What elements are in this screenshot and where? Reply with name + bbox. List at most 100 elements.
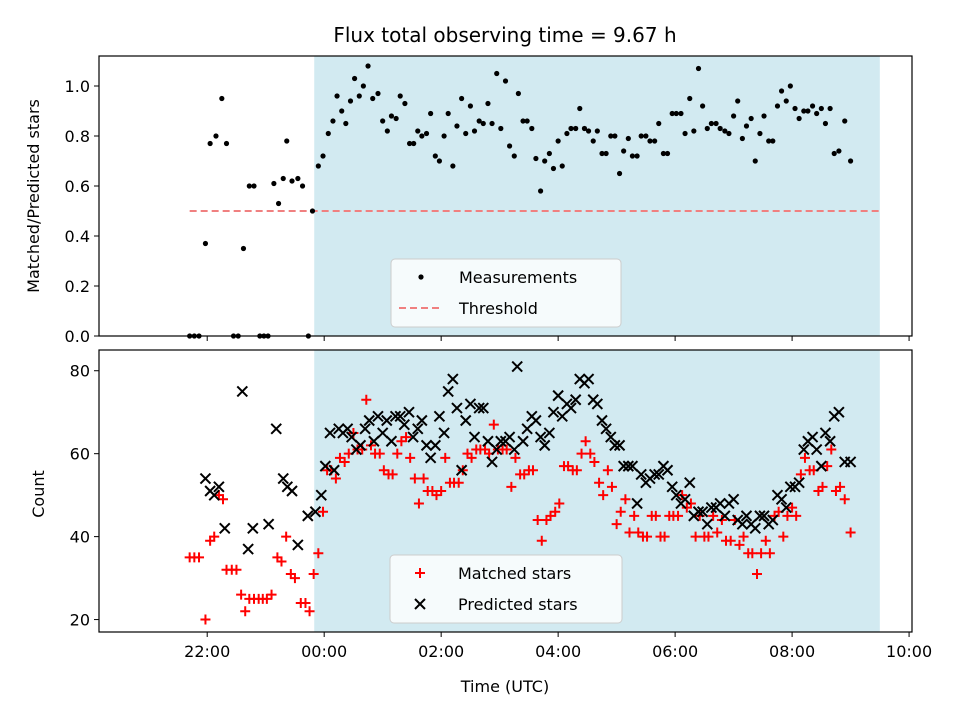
measurement-point [537,188,544,194]
y-tick-label: 0.0 [65,327,90,346]
matched-star-point [506,481,517,492]
predicted-star-point [705,501,718,514]
predicted-star-point [617,460,630,472]
measurement-point [801,108,807,114]
matched-star-point [594,477,605,488]
predicted-star-point [442,385,454,398]
measurement-point [717,125,723,132]
measurement-point [295,175,301,182]
matched-star-point [209,531,220,542]
predicted-star-point [622,460,635,472]
predicted-star-point [775,493,788,506]
measurement-point [700,103,706,109]
predicted-star-point [749,522,761,535]
measurement-point [836,148,842,154]
matched-star-point [313,548,324,559]
matched-star-point [527,465,538,476]
measurement-point [467,103,474,109]
measurement-point [415,128,421,134]
predicted-star-point [661,464,674,476]
y-tick-label: 0.6 [65,177,90,196]
measurement-point [511,153,517,159]
predicted-star-point [819,427,832,439]
matched-star-point [835,481,846,492]
matched-star-point [304,606,315,617]
matched-star-point [725,535,736,546]
measurement-point [608,133,614,139]
measurement-point [827,105,833,112]
y-tick-label: 0.4 [65,227,90,246]
predicted-star-point [767,514,779,526]
measurement-point [643,133,649,139]
measurement-point [463,130,469,137]
predicted-star-point [451,402,463,414]
matched-star-point [436,486,447,496]
predicted-star-point [824,435,836,447]
measurement-point [647,138,653,144]
legend: Matched stars Predicted stars [389,554,623,624]
matched-star-point [571,465,582,476]
measurement-point [599,150,605,157]
predicted-star-point [363,414,375,427]
measurement-point [713,120,719,127]
measurement-point [573,125,579,132]
measurement-point [411,140,417,147]
matched-star-point [673,510,684,521]
predicted-star-point [714,497,726,510]
legend-label: Measurements [459,268,577,287]
matched-star-point [510,452,521,463]
measurement-point [787,83,793,89]
measurement-point [581,125,588,132]
matched-star-point [289,573,300,584]
predicted-star-point [208,489,220,501]
measurement-point [515,90,521,97]
predicted-star-point [810,443,823,456]
predicted-star-point [420,439,433,452]
predicted-star-point [653,468,665,481]
matched-star-point [488,419,499,430]
x-tick-label: 04:00 [535,642,581,661]
measurement-point [638,133,644,139]
measurement-point [454,123,460,129]
y-tick-label: 40 [70,528,90,547]
matched-star-point [760,535,771,546]
matched-star-point [708,510,719,521]
measurement-point [546,150,552,157]
matched-star-point [392,448,403,459]
predicted-star-point [609,439,621,452]
predicted-star-point [345,431,358,443]
measurement-point [284,138,290,144]
predicted-star-point [648,468,661,481]
predicted-star-point [591,398,604,410]
measurement-point [726,130,732,137]
matched-star-point [738,531,749,542]
x-tick-label: 02:00 [418,642,464,661]
matched-star-point [440,452,451,463]
matched-star-point [703,531,714,542]
predicted-star-point [696,506,709,518]
predicted-star-point [613,439,626,452]
matched-star-point [576,448,587,459]
matched-star-point [453,477,464,488]
measurement-point [766,138,772,144]
measurement-point [423,130,430,137]
measurement-point [708,120,714,127]
matched-star-point [782,510,793,521]
measurement-point [678,110,684,117]
predicted-star-point [758,510,770,522]
matched-star-point [598,490,609,501]
predicted-star-point [600,423,612,435]
matched-star-point [405,452,416,463]
predicted-star-point [242,543,254,555]
measurement-point [629,153,636,159]
measurement-point [529,125,535,132]
legend-marker-measurements [418,274,424,280]
matched-star-point [685,498,696,509]
predicted-star-point [556,410,568,423]
matched-star-point [787,502,798,513]
predicted-star-point [394,410,406,423]
measurement-point [299,183,306,189]
matched-star-point [606,481,617,492]
measurement-point [397,93,403,99]
matched-star-point [826,444,837,455]
